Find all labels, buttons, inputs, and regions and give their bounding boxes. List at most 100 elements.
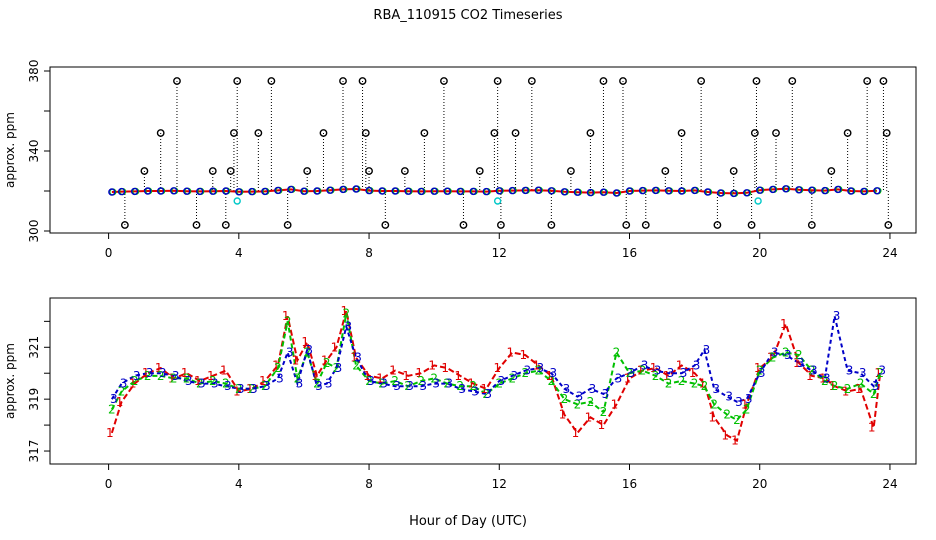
top-plot-frame xyxy=(49,66,917,234)
spike-point xyxy=(221,221,230,229)
spike-point xyxy=(641,221,650,229)
baseline-point-3 xyxy=(716,189,725,197)
series-3-marker: 3 xyxy=(380,377,388,391)
series-1-marker: 1 xyxy=(155,361,163,375)
series-3-marker: 3 xyxy=(510,369,518,383)
series-2-marker: 2 xyxy=(118,384,126,398)
cyan-point xyxy=(754,197,762,205)
series-2-marker: 2 xyxy=(808,364,816,378)
series-2-marker: 2 xyxy=(723,408,731,422)
series-3-marker: 3 xyxy=(296,377,304,391)
series-3-marker: 3 xyxy=(628,366,636,380)
series-2-marker: 2 xyxy=(678,374,686,388)
series-1-marker: 1 xyxy=(676,358,684,372)
series-1-marker: 1 xyxy=(233,384,241,398)
spike-point xyxy=(752,77,761,85)
series-1-marker: 1 xyxy=(428,358,436,372)
series-1-marker: 1 xyxy=(129,377,137,391)
series-3-marker: 3 xyxy=(276,371,284,385)
spike-point xyxy=(490,129,499,137)
series-1-marker: 1 xyxy=(855,382,863,396)
spike-point xyxy=(661,167,670,175)
baseline-point-3 xyxy=(222,187,230,195)
baseline-point-3 xyxy=(430,187,438,195)
series-2-marker: 2 xyxy=(443,377,451,391)
series-2-marker: 2 xyxy=(235,382,243,396)
series-3-marker: 3 xyxy=(432,377,440,391)
series-3-marker: 3 xyxy=(344,320,352,334)
series-2-marker: 2 xyxy=(342,307,350,321)
baseline-point-3 xyxy=(287,185,295,194)
series-1-marker: 1 xyxy=(721,428,729,442)
series-2-marker: 2 xyxy=(365,374,373,388)
series-2-marker: 2 xyxy=(701,379,709,393)
series-1-marker: 1 xyxy=(806,369,814,383)
series-2-marker: 2 xyxy=(639,364,647,378)
x-tick-label: 20 xyxy=(752,246,767,260)
series-2-marker: 2 xyxy=(469,379,477,393)
series-1-marker: 1 xyxy=(650,361,658,375)
series-2-marker: 2 xyxy=(222,377,230,391)
series-1-marker: 1 xyxy=(598,418,606,432)
spike-point xyxy=(140,167,149,175)
series-1-marker: 1 xyxy=(246,382,254,396)
series-3-marker: 3 xyxy=(419,379,427,393)
x-tick-label: 8 xyxy=(365,246,373,260)
y-tick-label: 317 xyxy=(27,440,41,463)
series-3-marker: 3 xyxy=(133,369,141,383)
series-1-marker: 1 xyxy=(363,369,371,383)
series-1-marker: 1 xyxy=(467,377,475,391)
series-2-marker: 2 xyxy=(600,405,608,419)
series-3-marker: 3 xyxy=(185,374,193,388)
baseline-point-3 xyxy=(521,186,530,195)
series-1-marker: 1 xyxy=(116,395,124,409)
y-tick-label: 380 xyxy=(27,60,41,83)
baseline-point-3 xyxy=(769,185,777,194)
spike-point xyxy=(303,167,312,175)
series-3-marker: 3 xyxy=(537,361,545,375)
series-1-marker: 1 xyxy=(311,369,319,383)
series-3-marker: 3 xyxy=(110,392,118,406)
series-1-marker: 1 xyxy=(546,369,554,383)
series-1-marker: 1 xyxy=(106,426,114,440)
baseline-point-3 xyxy=(547,187,556,195)
x-tick-label: 12 xyxy=(492,477,507,491)
series-2-marker: 2 xyxy=(417,374,425,388)
baseline-point-3 xyxy=(183,187,191,195)
baseline-point-3 xyxy=(443,187,451,195)
baseline-point-3 xyxy=(313,187,321,195)
baseline-point-3 xyxy=(508,186,517,195)
spike-point xyxy=(547,221,556,229)
series-3-marker: 3 xyxy=(484,387,492,401)
series-3-marker: 3 xyxy=(524,364,532,378)
spike-point xyxy=(120,221,129,229)
baseline-point-3 xyxy=(573,188,582,196)
spike-point xyxy=(586,129,595,137)
series-2-marker: 2 xyxy=(248,382,256,396)
series-1-marker: 1 xyxy=(402,369,410,383)
series-1-marker: 1 xyxy=(340,304,348,318)
series-3-marker: 3 xyxy=(406,379,414,393)
baseline-point-3 xyxy=(156,187,165,195)
baseline-point-3 xyxy=(495,187,503,195)
baseline-point-3 xyxy=(261,187,269,196)
series-3-marker: 3 xyxy=(159,366,167,380)
spike-point xyxy=(619,77,627,85)
series-3-marker: 3 xyxy=(641,358,649,372)
series-3-marker: 3 xyxy=(833,309,841,323)
series-1-marker: 1 xyxy=(272,358,280,372)
spike-point xyxy=(879,77,888,85)
baseline-point-3 xyxy=(756,186,764,194)
series-3-marker: 3 xyxy=(758,366,766,380)
series-2-marker: 2 xyxy=(261,379,269,393)
series-3-marker: 3 xyxy=(693,358,701,372)
series-3-marker: 3 xyxy=(615,371,623,385)
baseline-point-3 xyxy=(108,188,116,196)
series-2-marker: 2 xyxy=(756,364,764,378)
series-3-marker: 3 xyxy=(846,364,854,378)
series-1-marker: 1 xyxy=(292,353,300,367)
baseline-point-3 xyxy=(143,187,152,195)
spike-point xyxy=(729,167,738,175)
series-1-marker: 1 xyxy=(708,410,716,424)
series-2-line xyxy=(110,313,882,422)
